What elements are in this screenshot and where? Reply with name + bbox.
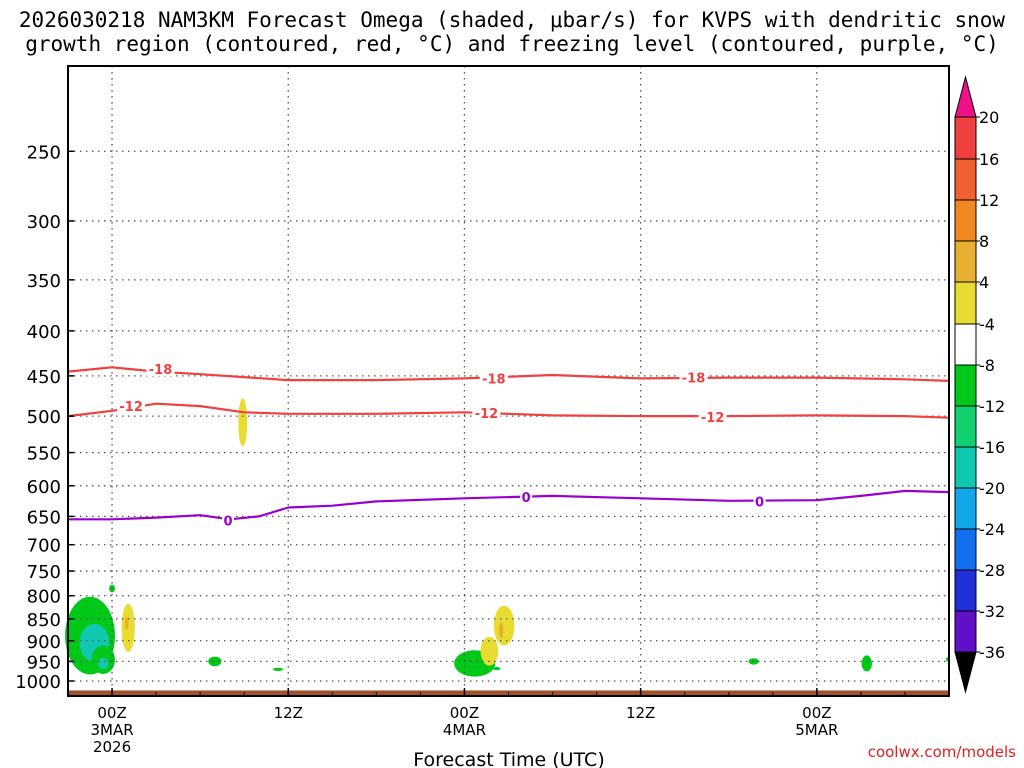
y-tick-label-850: 850 [27,610,61,631]
omega-sink-2-core [98,657,109,670]
contour-label-dgz-18: -18 [482,372,506,387]
x-tick-date-48: 5MAR [795,721,838,739]
colorbar-segment-0 [954,116,977,160]
colorbar-segment-7 [954,405,977,448]
contour-label-bg-1 [479,371,508,386]
colorbar-segment-9 [954,487,977,530]
x-tick-date-24: 4MAR [443,721,486,739]
y-tick-label-900: 900 [27,632,61,653]
colorbar-label--8: -8 [979,356,995,375]
colorbar-segment-1 [954,158,977,201]
colorbar-top-arrow [954,75,977,118]
omega-rise-2 [238,398,248,447]
y-tick-label-800: 800 [27,587,61,608]
y-tick-label-700: 700 [27,536,61,557]
y-tick-label-450: 450 [27,367,61,388]
x-tick-label-12: 12Z [274,704,303,722]
contour-label-dgz-18: -18 [149,363,173,378]
contour-labels: -18 -18 -18 -12 -12 -12 0 0 0 [117,362,766,529]
y-tick-label-300: 300 [27,212,61,233]
x-tick-date-0: 3MAR [90,721,133,739]
contour-label-freezing-level: 0 [224,514,233,529]
colorbar-segment-12 [954,610,977,653]
contour-label-bg-2 [679,370,708,385]
chart-title-line-1: 2026030218 NAM3KM Forecast Omega (shaded… [18,8,1006,32]
contour-label-bg-3 [117,399,146,414]
colorbar-label-20: 20 [979,108,999,127]
y-tick-label-950: 950 [27,652,61,673]
colorbar-segment-6 [954,364,977,407]
colorbar-segment-8 [954,446,977,489]
omega-rise-4-core [498,622,504,638]
y-tick-label-600: 600 [27,477,61,498]
colorbar-segment-5 [954,323,977,366]
colorbar-segment-2 [954,199,977,242]
pressure-axis: 2503003504004505005506006507007508008509… [15,142,74,693]
y-tick-label-400: 400 [27,322,61,343]
contour-label-bg-7 [520,490,533,505]
colorbar-label--28: -28 [979,561,1005,580]
colorbar-label-8: 8 [979,232,989,251]
colorbar-segment-3 [954,240,977,283]
colorbar-label--12: -12 [979,397,1005,416]
colorbar-label--16: -16 [979,438,1005,457]
y-tick-label-500: 500 [27,407,61,428]
contour-label-freezing-level: 0 [522,491,531,506]
x-axis-title: Forecast Time (UTC) [413,749,604,768]
colorbar-label--24: -24 [979,520,1005,539]
colorbar-label-16: 16 [979,150,999,169]
omega-sink-5 [272,667,284,671]
watermark-text: coolwx.com/models [868,743,1016,761]
x-tick-year-0: 2026 [93,738,131,756]
contour-label-bg-4 [472,406,501,421]
colorbar-bottom-arrow [954,651,977,694]
contour-label-freezing-level: 0 [755,495,764,510]
y-tick-label-1000: 1000 [15,672,61,693]
x-tick-label-48: 00Z [802,704,831,722]
contour-label-bg-6 [222,513,235,528]
omega-rise-3 [480,636,499,666]
colorbar-label--4: -4 [979,315,995,334]
colorbar-segment-11 [954,569,977,612]
contour-label-dgz-12: -12 [475,407,499,422]
omega-sink-8 [748,658,759,665]
chart-title-line-2: growth region (contoured, red, °C) and f… [25,32,999,56]
omega-sink-4 [208,656,222,667]
colorbar-label--20: -20 [979,479,1005,498]
gridlines [68,66,949,696]
x-tick-label-0: 00Z [97,704,126,722]
omega-sink-9 [861,655,872,672]
contour-label-bg-8 [753,494,766,509]
colorbar-label-12: 12 [979,191,999,210]
colorbar-segment-10 [954,528,977,571]
contour-label-dgz-12: -12 [701,411,725,426]
omega-sink-7 [493,667,501,671]
contour-freezing-level [68,489,950,521]
contour-label-dgz-18: -18 [682,372,706,387]
colorbar-label--32: -32 [979,602,1005,621]
x-tick-label-36: 12Z [626,704,655,722]
contour-dgz-12 [67,402,950,419]
colorbar: 20 16 12 8 4 -4 -8 -12 -16 -20 -24 -28 -32 -36 [954,75,1005,694]
y-tick-label-350: 350 [27,271,61,292]
y-tick-label-750: 750 [27,562,61,583]
contour-label-bg-0 [146,362,175,377]
y-tick-label-550: 550 [27,444,61,465]
omega-rise-4 [493,605,515,646]
colorbar-label--36: -36 [979,643,1005,662]
colorbar-segment-4 [954,281,977,325]
y-tick-label-250: 250 [27,142,61,163]
contour-label-dgz-12: -12 [119,400,143,415]
contour-label-bg-5 [698,409,727,424]
omega-shading [65,398,949,677]
omega-rise-1 [121,603,135,652]
x-tick-label-24: 00Z [450,704,479,722]
y-tick-label-650: 650 [27,507,61,528]
omega-rise-1-core [124,616,129,631]
colorbar-label-4: 4 [979,273,989,292]
